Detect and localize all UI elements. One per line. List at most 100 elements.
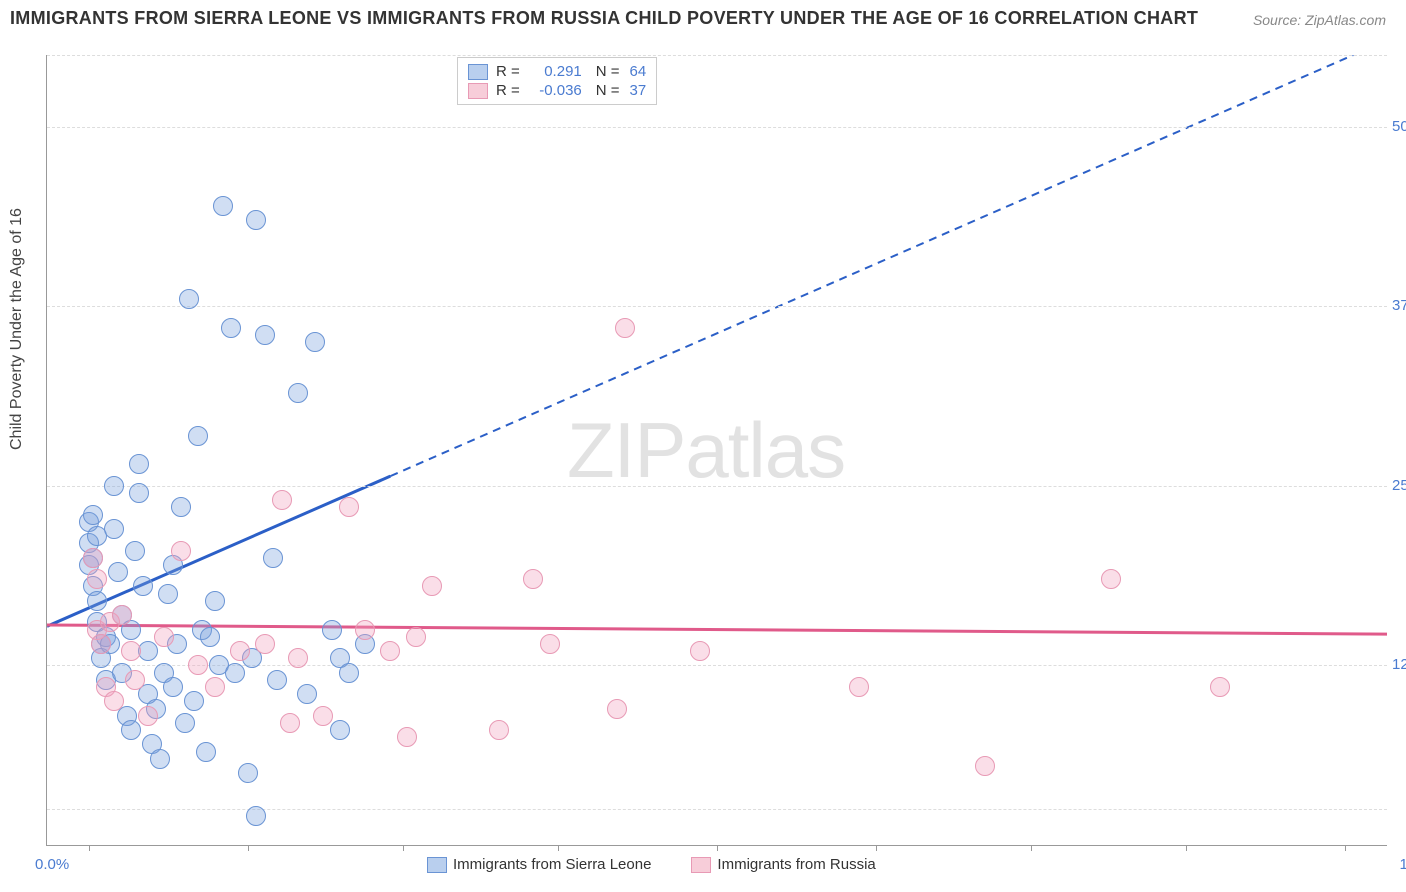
data-point [288,383,308,403]
x-tick [248,845,249,851]
n-value-2: 37 [630,82,647,99]
data-point [171,541,191,561]
data-point [133,576,153,596]
data-point [607,699,627,719]
data-point [225,663,245,683]
data-point [179,289,199,309]
data-point [188,426,208,446]
r-label: R = [496,63,520,80]
legend-item-1: Immigrants from Sierra Leone [427,856,651,873]
data-point [87,591,107,611]
watermark-zip: ZIP [567,406,685,494]
data-point [163,677,183,697]
data-point [690,641,710,661]
data-point [129,483,149,503]
n-label: N = [596,82,620,99]
data-point [1101,569,1121,589]
chart-title: IMMIGRANTS FROM SIERRA LEONE VS IMMIGRAN… [10,8,1198,29]
data-point [91,634,111,654]
data-point [121,641,141,661]
data-point [313,706,333,726]
data-point [297,684,317,704]
n-value-1: 64 [630,63,647,80]
data-point [272,490,292,510]
correlation-row-1: R = 0.291 N = 64 [468,62,646,81]
source-attribution: Source: ZipAtlas.com [1253,12,1386,28]
data-point [205,591,225,611]
grid-line [47,306,1387,307]
watermark: ZIPatlas [567,405,845,496]
data-point [138,706,158,726]
data-point [150,749,170,769]
data-point [263,548,283,568]
correlation-row-2: R = -0.036 N = 37 [468,81,646,100]
legend-label-1: Immigrants from Sierra Leone [453,856,651,873]
data-point [221,318,241,338]
watermark-atlas: atlas [685,406,845,494]
data-point [125,541,145,561]
data-point [1210,677,1230,697]
data-point [305,332,325,352]
data-point [246,210,266,230]
legend-item-2: Immigrants from Russia [691,856,875,873]
data-point [380,641,400,661]
x-tick [1031,845,1032,851]
data-point [339,663,359,683]
grid-line [47,127,1387,128]
data-point [230,641,250,661]
data-point [355,620,375,640]
x-tick [89,845,90,851]
data-point [129,454,149,474]
data-point [121,720,141,740]
x-tick [876,845,877,851]
r-value-2: -0.036 [526,82,582,99]
x-axis-max-label: 15.0% [1399,856,1406,873]
data-point [83,505,103,525]
x-axis-min-label: 0.0% [35,856,69,873]
data-point [112,605,132,625]
data-point [540,634,560,654]
legend-label-2: Immigrants from Russia [717,856,875,873]
data-point [322,620,342,640]
legend-swatch-2 [691,857,711,873]
correlation-legend: R = 0.291 N = 64 R = -0.036 N = 37 [457,57,657,105]
data-point [330,720,350,740]
legend-swatch-1 [427,857,447,873]
data-point [104,691,124,711]
x-tick [1186,845,1187,851]
data-point [339,497,359,517]
data-point [238,763,258,783]
data-point [108,562,128,582]
data-point [255,325,275,345]
data-point [188,655,208,675]
data-point [154,627,174,647]
y-tick-label: 12.5% [1392,656,1406,673]
y-axis-label: Child Poverty Under the Age of 16 [8,208,26,450]
trend-lines [47,55,1387,845]
chart-plot-area: ZIPatlas R = 0.291 N = 64 R = -0.036 N =… [46,55,1387,846]
r-value-1: 0.291 [526,63,582,80]
data-point [288,648,308,668]
y-tick-label: 50.0% [1392,118,1406,135]
grid-line-minor [47,55,1387,56]
data-point [171,497,191,517]
data-point [615,318,635,338]
x-tick [558,845,559,851]
data-point [205,677,225,697]
data-point [422,576,442,596]
data-point [125,670,145,690]
data-point [280,713,300,733]
x-tick [403,845,404,851]
series-legend: Immigrants from Sierra Leone Immigrants … [427,856,876,873]
data-point [397,727,417,747]
x-tick [717,845,718,851]
r-label: R = [496,82,520,99]
data-point [200,627,220,647]
swatch-series-1 [468,64,488,80]
data-point [406,627,426,647]
data-point [849,677,869,697]
y-tick-label: 37.5% [1392,297,1406,314]
data-point [104,476,124,496]
n-label: N = [596,63,620,80]
data-point [83,548,103,568]
